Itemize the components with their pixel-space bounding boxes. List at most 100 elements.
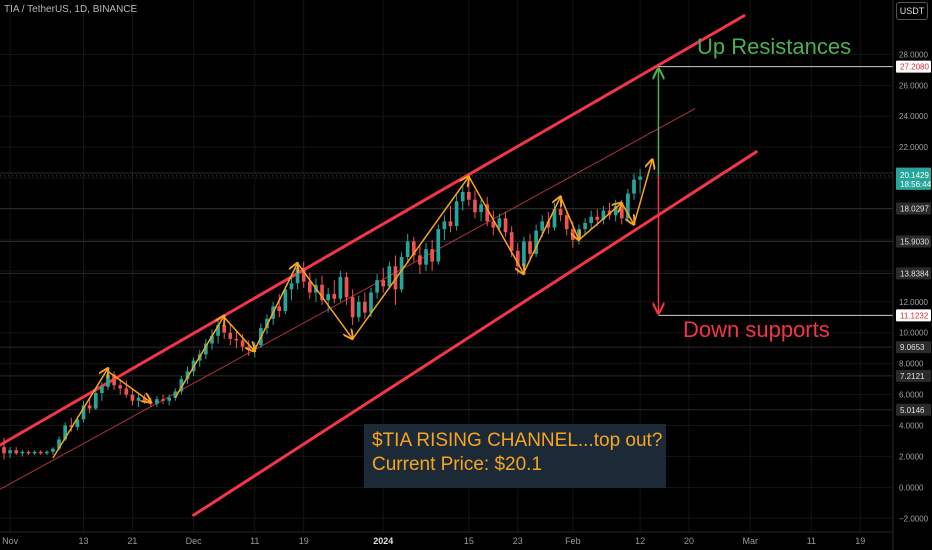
y-tick-label: 8.0000 <box>899 360 924 369</box>
price-level-tag: 5.0146 <box>900 406 925 415</box>
price-level-tag: 7.2121 <box>900 372 925 381</box>
note-line-2: Current Price: $20.1 <box>372 454 543 475</box>
candle <box>326 287 331 313</box>
candle <box>485 196 490 227</box>
candle <box>38 450 43 455</box>
candle-body <box>626 193 630 219</box>
candle <box>228 323 233 346</box>
candle <box>81 400 86 423</box>
candle <box>528 233 532 261</box>
candle-body <box>136 397 141 401</box>
candle <box>381 267 386 293</box>
price-axis[interactable]: −2.0000 0.0000 2.0000 4.0000 6.0000 8.0000 10.… <box>892 0 932 550</box>
candle-body <box>356 301 361 318</box>
price-level-tag-bg <box>896 202 931 215</box>
swing-arrow <box>578 203 622 241</box>
candle-body <box>185 371 190 380</box>
x-tick-label: 13 <box>79 536 89 546</box>
candle-body <box>106 374 110 387</box>
candle <box>185 366 190 384</box>
candle-body <box>619 205 624 219</box>
note-box: $TIA RISING CHANNEL...top out? Current P… <box>364 424 666 488</box>
symbol-title[interactable]: TIA / TetherUS, 1D, BINANCE <box>4 4 138 15</box>
candle-body <box>14 450 19 454</box>
swing-arrow <box>621 202 634 225</box>
candle-body <box>454 201 459 227</box>
candle <box>118 379 123 395</box>
y-tick-label: −2.0000 <box>899 514 929 523</box>
candle <box>51 447 55 455</box>
candle-body <box>448 221 453 227</box>
price-level-tag: 13.8384 <box>900 269 929 278</box>
candle <box>613 199 618 222</box>
candle <box>14 447 19 455</box>
candle <box>344 272 349 305</box>
candle-body <box>100 386 104 394</box>
candle-body <box>2 447 6 454</box>
candle-body <box>564 215 569 230</box>
candle <box>363 292 367 319</box>
note-line-1: $TIA RISING CHANNEL...top out? <box>372 430 663 451</box>
y-tick-label: 2.0000 <box>899 452 924 461</box>
candle <box>112 371 116 390</box>
x-tick-label: 19 <box>299 536 309 546</box>
swing-arrow <box>223 316 255 351</box>
candle-body <box>344 277 349 298</box>
candle <box>167 394 171 406</box>
candle <box>320 275 324 305</box>
candle <box>2 437 6 460</box>
candle <box>338 270 343 302</box>
y-tick-label: 28.0000 <box>899 50 928 59</box>
candle <box>179 376 184 395</box>
swing-arrow <box>254 263 298 351</box>
x-tick-label: 20 <box>684 536 694 546</box>
candle-body <box>515 250 520 267</box>
candle <box>436 224 441 265</box>
candle <box>307 272 312 299</box>
candle-body <box>155 399 159 404</box>
candle <box>173 388 178 401</box>
x-axis: Nov 13 21 Dec 11 19 2024 15 23 Feb 12 20 Mar 11 19 <box>0 531 893 546</box>
swing-arrow <box>468 176 524 274</box>
candle-body <box>350 297 355 318</box>
candle-body <box>173 391 178 398</box>
candle-body <box>32 451 37 454</box>
candle-body <box>552 209 557 228</box>
candle-body <box>228 332 233 339</box>
x-tick-label: 23 <box>513 536 523 546</box>
x-tick-label: 2024 <box>373 536 393 546</box>
candle-body <box>307 281 312 293</box>
candle <box>332 280 337 304</box>
candle <box>87 397 92 414</box>
candle <box>454 195 459 231</box>
candle-body <box>295 267 300 284</box>
candle <box>277 294 282 318</box>
currency-button[interactable]: USDT <box>896 2 928 20</box>
price-level-tag: 11.1232 <box>900 311 929 320</box>
candle <box>350 289 355 325</box>
candle-body <box>130 394 135 401</box>
candle <box>93 388 98 411</box>
y-tick-label: 12.0000 <box>899 298 928 307</box>
candle-body <box>460 192 465 202</box>
price-level-tag-bg <box>896 235 931 248</box>
annotation-down-supports: Down supports <box>683 317 830 342</box>
candle-body <box>583 222 587 230</box>
candle-body <box>148 402 153 404</box>
candle-body <box>75 419 80 428</box>
candle <box>632 173 636 200</box>
channel-lower-line <box>192 150 758 517</box>
price-level-tag: 18.0297 <box>900 205 929 214</box>
candle <box>387 261 392 290</box>
price-level-tag-bg <box>896 309 931 322</box>
candle-body <box>638 176 642 180</box>
candle <box>44 450 49 455</box>
x-tick-label: 21 <box>127 536 137 546</box>
candle <box>124 380 129 398</box>
candle-body <box>8 450 12 454</box>
candle <box>638 168 642 194</box>
candle-body <box>179 379 184 392</box>
swing-arrows <box>52 160 652 459</box>
candle-body <box>540 221 545 231</box>
x-tick-label: Mar <box>742 536 758 546</box>
